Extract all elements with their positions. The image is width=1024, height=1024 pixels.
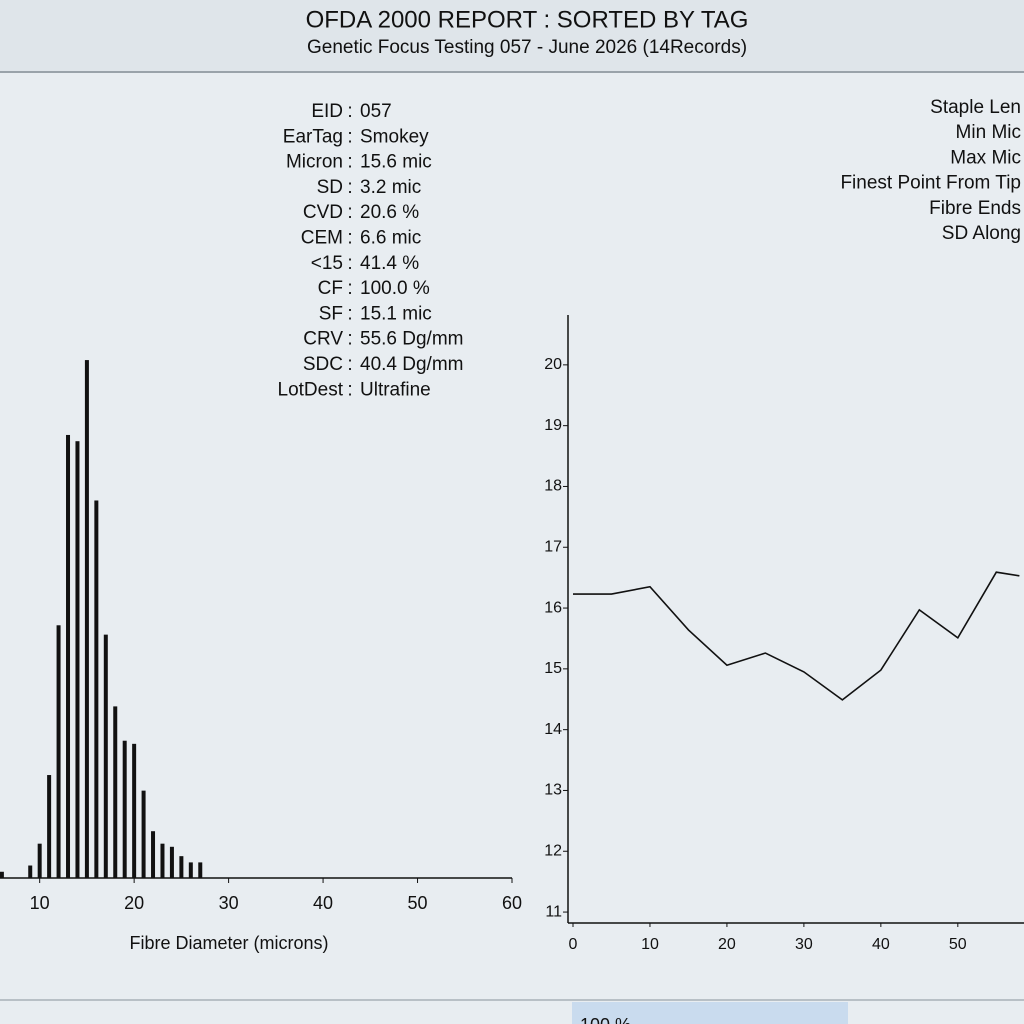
- stat-value: 20.6 %: [360, 202, 419, 223]
- x-tick-label: 60: [502, 893, 522, 913]
- stat-colon: :: [347, 278, 352, 299]
- bar: [151, 831, 156, 878]
- x-tick-label: 20: [718, 936, 736, 953]
- x-tick-label: 10: [641, 936, 659, 953]
- stat-label: Micron: [286, 152, 343, 173]
- bar: [56, 625, 61, 878]
- stat-value: 55.6 Dg/mm: [360, 329, 463, 350]
- stat-colon: :: [347, 101, 352, 122]
- stat-colon: :: [347, 126, 352, 147]
- x-tick-label: 50: [408, 893, 428, 913]
- stat-label: Staple Len: [930, 97, 1021, 118]
- y-tick-label: 16: [544, 599, 562, 616]
- x-axis-label: Fibre Diameter (microns): [129, 933, 328, 953]
- stat-label: EID: [311, 101, 343, 122]
- stat-label: SDC: [303, 354, 343, 375]
- stat-value: Ultrafine: [360, 379, 431, 400]
- bar: [47, 775, 52, 878]
- bar: [169, 846, 174, 878]
- bar: [122, 740, 127, 878]
- stat-value: 40.4 Dg/mm: [360, 354, 463, 375]
- stat-label: CF: [318, 278, 343, 299]
- x-tick-label: 10: [30, 893, 50, 913]
- stat-label: Fibre Ends: [929, 198, 1021, 219]
- stat-label: <15: [311, 253, 343, 274]
- stat-colon: :: [347, 354, 352, 375]
- bar: [28, 865, 33, 878]
- bar: [103, 634, 108, 878]
- stat-colon: :: [347, 228, 352, 249]
- stat-value: 15.1 mic: [360, 303, 432, 324]
- stat-value: 3.2 mic: [360, 177, 421, 198]
- stat-colon: :: [347, 253, 352, 274]
- bar: [198, 862, 203, 878]
- stat-value: 100.0 %: [360, 278, 430, 299]
- x-tick-label: 40: [872, 936, 890, 953]
- y-tick-label: 12: [544, 842, 562, 859]
- stat-value: 6.6 mic: [360, 228, 421, 249]
- bar: [75, 441, 80, 878]
- y-tick-label: 17: [544, 538, 562, 555]
- header-band: [0, 0, 1024, 72]
- stat-label: EarTag: [283, 126, 343, 147]
- bar: [94, 500, 99, 878]
- stat-value: 15.6 mic: [360, 152, 432, 173]
- x-tick-label: 0: [569, 936, 578, 953]
- bar: [0, 871, 4, 878]
- subtitle: Genetic Focus Testing 057 - June 2026 (1…: [307, 37, 747, 58]
- bar: [84, 360, 89, 879]
- y-tick-label: 14: [544, 721, 562, 738]
- y-tick-label: 20: [544, 356, 562, 373]
- stat-label: Finest Point From Tip: [840, 173, 1021, 194]
- stat-colon: :: [347, 177, 352, 198]
- stat-label: CRV: [303, 329, 343, 350]
- bar: [132, 743, 137, 878]
- x-tick-label: 30: [795, 936, 813, 953]
- line-series: [573, 571, 1020, 701]
- stat-value: 057: [360, 101, 392, 122]
- stat-label: Min Mic: [956, 122, 1021, 143]
- bar: [113, 706, 118, 878]
- title: OFDA 2000 REPORT : SORTED BY TAG: [306, 6, 749, 33]
- y-tick-label: 13: [544, 782, 562, 799]
- bar: [141, 790, 146, 878]
- stat-colon: :: [347, 379, 352, 400]
- y-tick-label: 11: [545, 903, 562, 920]
- y-tick-label: 18: [544, 478, 562, 495]
- footer-box: [572, 1002, 848, 1024]
- stat-label: SD Along: [942, 223, 1021, 244]
- bar: [179, 856, 184, 878]
- footer-label: 100 %: [580, 1015, 631, 1024]
- bar: [188, 862, 193, 878]
- stat-label: CEM: [301, 228, 343, 249]
- x-tick-label: 40: [313, 893, 333, 913]
- stat-colon: :: [347, 329, 352, 350]
- y-tick-label: 19: [544, 417, 562, 434]
- stat-label: LotDest: [278, 379, 344, 400]
- stat-label: CVD: [303, 202, 343, 223]
- bar: [66, 434, 71, 878]
- y-tick-label: 15: [544, 660, 562, 677]
- stat-value: 41.4 %: [360, 253, 419, 274]
- bar: [160, 843, 165, 878]
- x-tick-label: 20: [124, 893, 144, 913]
- bar: [37, 843, 42, 878]
- stat-colon: :: [347, 202, 352, 223]
- x-tick-label: 50: [949, 936, 967, 953]
- x-tick-label: 30: [219, 893, 239, 913]
- stat-label: Max Mic: [950, 147, 1021, 168]
- stat-colon: :: [347, 303, 352, 324]
- stat-label: SD: [317, 177, 343, 198]
- stat-label: SF: [319, 303, 343, 324]
- stat-colon: :: [347, 152, 352, 173]
- stat-value: Smokey: [360, 126, 429, 147]
